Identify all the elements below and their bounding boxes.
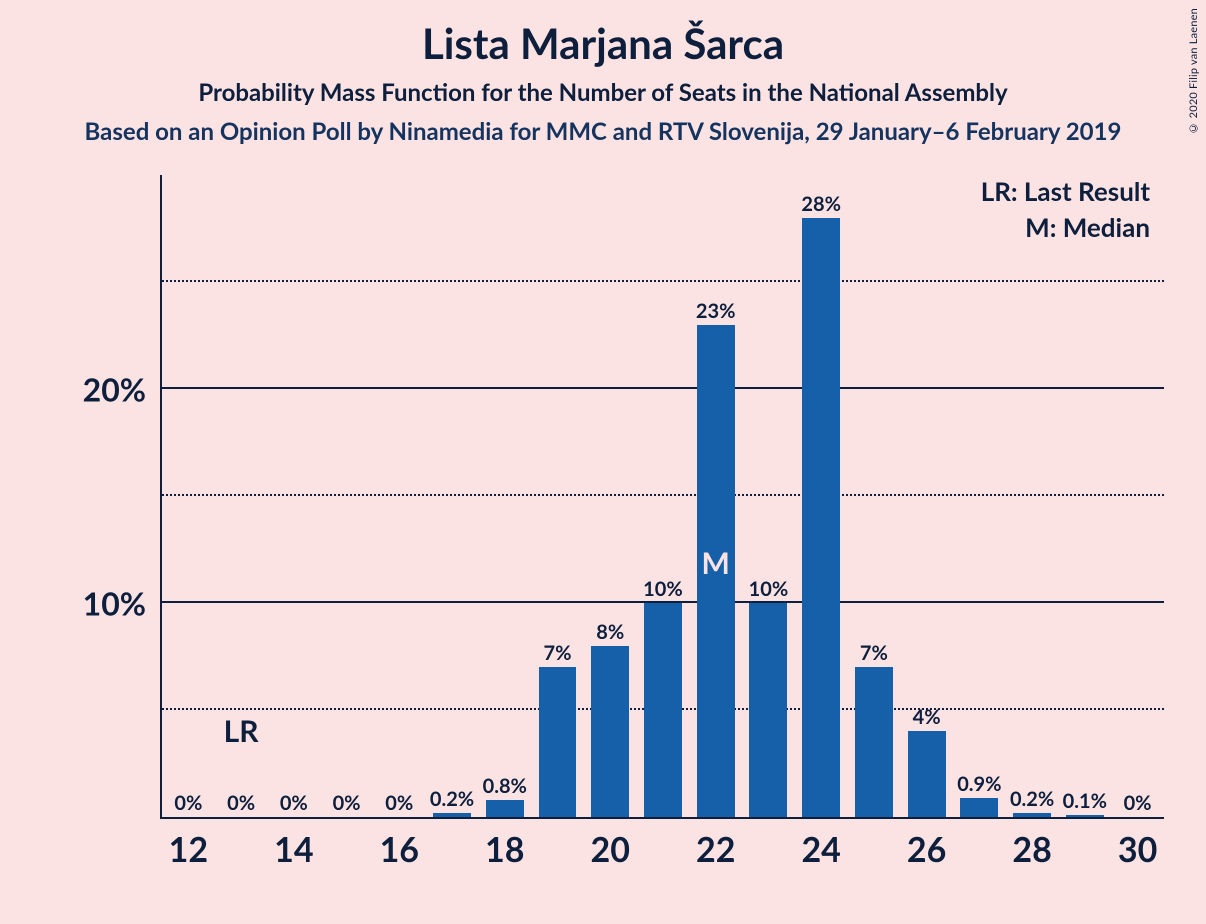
x-tick-label: 14 — [274, 829, 313, 870]
bar — [486, 800, 524, 817]
copyright-note: © 2020 Filip van Laenen — [1187, 8, 1200, 135]
y-tick-label: 20% — [83, 370, 162, 409]
bar — [591, 646, 629, 817]
x-tick-label: 24 — [801, 829, 840, 870]
x-tick-label: 12 — [169, 829, 208, 870]
bar-slot: 4%26 — [900, 175, 953, 817]
bar-value-label: 0.2% — [1010, 787, 1054, 811]
y-tick-label: 10% — [83, 584, 162, 623]
x-tick-label: 18 — [485, 829, 524, 870]
chart: LR: Last Result M: Median 10%20% 0%120%0… — [60, 175, 1176, 869]
bar — [960, 798, 998, 817]
bar-slot: 23%M22 — [689, 175, 742, 817]
bar-slot: 7% — [848, 175, 901, 817]
bar — [433, 813, 471, 817]
bar-slot: 10% — [637, 175, 690, 817]
bar — [539, 667, 577, 817]
bar — [749, 603, 787, 817]
bar-value-label: 7% — [860, 641, 888, 665]
subtitle: Probability Mass Function for the Number… — [0, 78, 1206, 107]
bar-value-label: 10% — [643, 577, 683, 601]
main-title: Lista Marjana Šarca — [0, 18, 1206, 68]
bar-slot: 0%30 — [1111, 175, 1164, 817]
source-line: Based on an Opinion Poll by Ninamedia fo… — [0, 117, 1206, 146]
bar-value-label: 0% — [227, 791, 255, 815]
x-tick-label: 26 — [907, 829, 946, 870]
bar-slot: 7% — [531, 175, 584, 817]
bar-value-label: 28% — [801, 192, 841, 216]
title-block: Lista Marjana Šarca Probability Mass Fun… — [0, 0, 1206, 146]
x-tick-label: 30 — [1118, 829, 1157, 870]
bar-slot: 28%24 — [795, 175, 848, 817]
bar-slot: 10% — [742, 175, 795, 817]
bar-value-label: 10% — [749, 577, 789, 601]
bar-value-label: 7% — [544, 641, 572, 665]
bar — [644, 603, 682, 817]
x-tick-label: 16 — [380, 829, 419, 870]
bar-value-label: 8% — [596, 620, 624, 644]
bar-slot: 0.2%28 — [1006, 175, 1059, 817]
plot-area: LR: Last Result M: Median 10%20% 0%120%0… — [160, 175, 1164, 819]
last-result-marker: LR — [224, 713, 259, 749]
bar-value-label: 0% — [1124, 791, 1152, 815]
bar — [1013, 813, 1051, 817]
x-tick-label: 28 — [1012, 829, 1051, 870]
bar-value-label: 0% — [280, 791, 308, 815]
bar — [908, 731, 946, 817]
bar — [802, 218, 840, 817]
bar-value-label: 23% — [696, 299, 736, 323]
bar-value-label: 0% — [385, 791, 413, 815]
bar-value-label: 0.8% — [483, 774, 527, 798]
bar-value-label: 4% — [913, 705, 941, 729]
bar-slot: 0%12 — [162, 175, 215, 817]
bar-slot: 0.1% — [1058, 175, 1111, 817]
bar-slot: 0.2% — [426, 175, 479, 817]
bar-slot: 0%16 — [373, 175, 426, 817]
bars-container: 0%120%0%140%0%160.2%0.8%187%8%2010%23%M2… — [162, 175, 1164, 817]
x-tick-label: 20 — [591, 829, 630, 870]
bar-slot: 0% — [320, 175, 373, 817]
bar-slot: 0.9% — [953, 175, 1006, 817]
bar — [855, 667, 893, 817]
bar-slot: 8%20 — [584, 175, 637, 817]
bar-slot: 0%14 — [267, 175, 320, 817]
bar-value-label: 0% — [174, 791, 202, 815]
bar-value-label: 0.9% — [957, 772, 1001, 796]
bar-value-label: 0.2% — [430, 787, 474, 811]
bar-slot: 0.8%18 — [478, 175, 531, 817]
x-tick-label: 22 — [696, 829, 735, 870]
bar — [1066, 815, 1104, 817]
bar-value-label: 0.1% — [1063, 789, 1107, 813]
bar-value-label: 0% — [333, 791, 361, 815]
median-marker: M — [702, 545, 730, 581]
